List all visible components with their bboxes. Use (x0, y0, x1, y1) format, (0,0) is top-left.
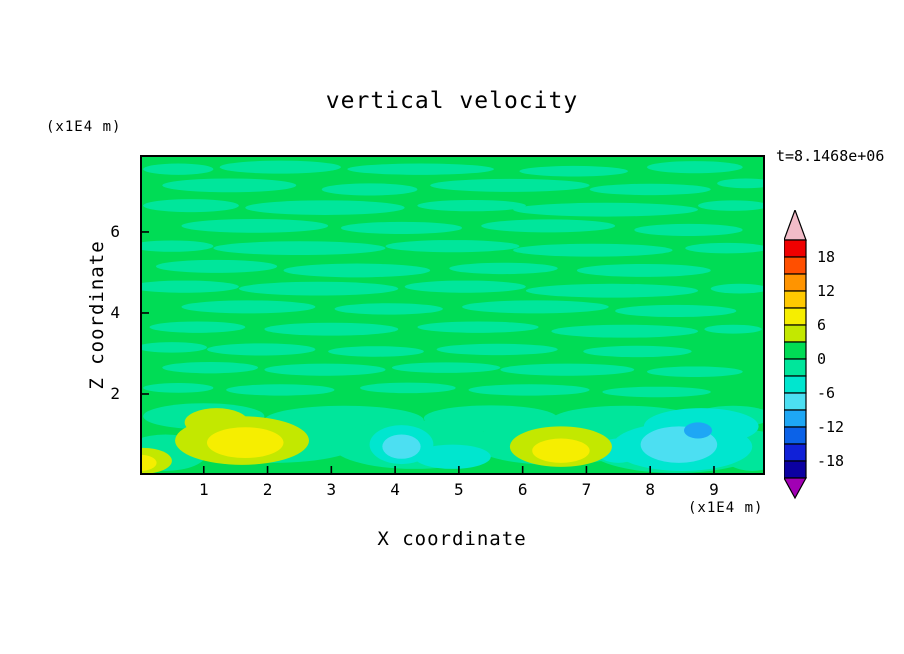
z-tick-label: 2 (110, 383, 120, 403)
x-tick-label: 5 (454, 480, 464, 499)
x-tick-label: 2 (262, 480, 273, 499)
colorbar-tick-label: -6 (817, 384, 836, 402)
x-tick-label: 7 (581, 480, 592, 499)
z-axis-unit-label: (x1E4 m) (46, 119, 122, 135)
colorbar-tick-label: 0 (817, 350, 827, 368)
contour-plot (140, 155, 765, 475)
colorbar-tick-label: -18 (817, 452, 845, 470)
x-axis-unit-label: (x1E4 m) (688, 500, 764, 516)
x-tick-label: 4 (390, 480, 400, 499)
x-tick-label: 8 (645, 480, 656, 499)
colorbar-tick-label: 6 (817, 316, 827, 334)
timestamp-label: t=8.1468e+06 (776, 147, 885, 165)
contour-plot-canvas (140, 155, 765, 475)
x-tick-label: 3 (326, 480, 337, 499)
x-axis-title: X coordinate (377, 528, 527, 550)
x-tick-label: 9 (709, 480, 719, 499)
z-tick-label: 6 (110, 221, 120, 241)
colorbar-tick-label: -12 (817, 418, 845, 436)
x-tick-label: 1 (198, 480, 209, 499)
colorbar-tick-label: 18 (817, 248, 836, 266)
colorbar-tick-label: 12 (817, 282, 836, 300)
plot-title: vertical velocity (325, 88, 579, 114)
x-tick-label: 6 (517, 480, 528, 499)
colorbar-canvas (782, 208, 808, 500)
z-tick-label: 4 (110, 302, 120, 322)
colorbar (782, 208, 810, 500)
